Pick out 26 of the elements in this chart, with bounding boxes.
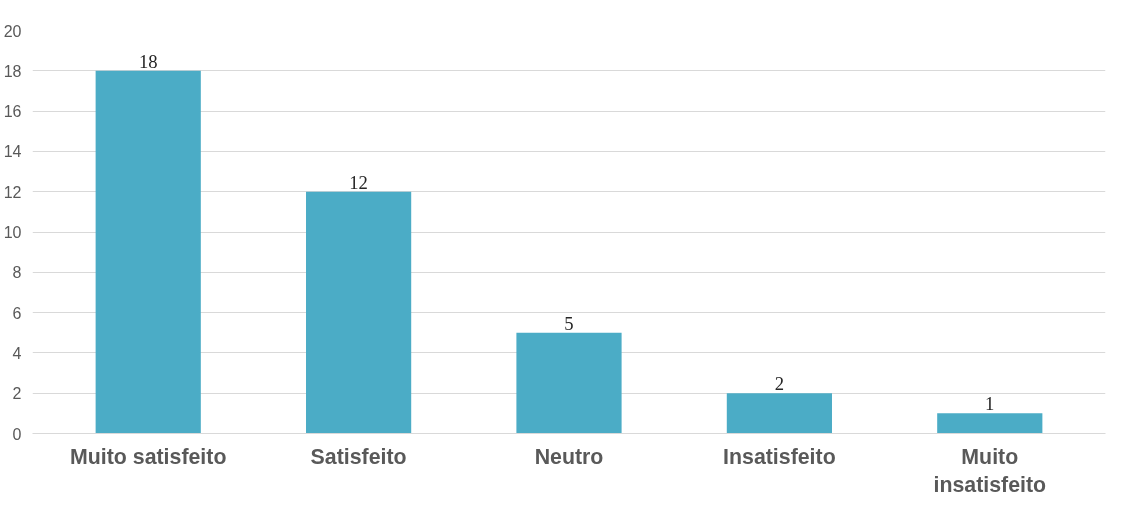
x-tick-label: Satisfeito — [310, 444, 407, 469]
x-tick-label: Insatisfeito — [723, 444, 836, 469]
bar — [95, 70, 201, 434]
bar — [937, 413, 1043, 434]
data-label: 18 — [138, 50, 158, 72]
y-tick-label: 6 — [12, 304, 22, 322]
y-tick-label: 16 — [3, 103, 22, 121]
y-tick-label: 8 — [12, 264, 22, 282]
y-tick-label: 12 — [3, 183, 22, 201]
bar — [726, 393, 832, 434]
x-tick-label: Muito satisfeito — [70, 444, 227, 469]
y-tick-label: 2 — [12, 385, 22, 403]
data-label: 2 — [774, 373, 785, 395]
y-tick-label: 4 — [12, 344, 22, 362]
x-tick-label: Muito insatisfeito — [933, 444, 1047, 498]
y-tick-label: 14 — [3, 143, 22, 161]
y-tick-label: 0 — [12, 425, 22, 443]
bar — [306, 191, 412, 434]
data-label: 1 — [985, 393, 995, 415]
bar — [516, 332, 622, 434]
y-tick-label: 20 — [3, 22, 22, 40]
y-tick-label: 10 — [3, 224, 22, 241]
data-label: 12 — [349, 171, 368, 193]
x-tick-label: Neutro — [534, 444, 604, 469]
y-tick-label: 18 — [3, 62, 22, 80]
data-label: 5 — [564, 312, 574, 334]
